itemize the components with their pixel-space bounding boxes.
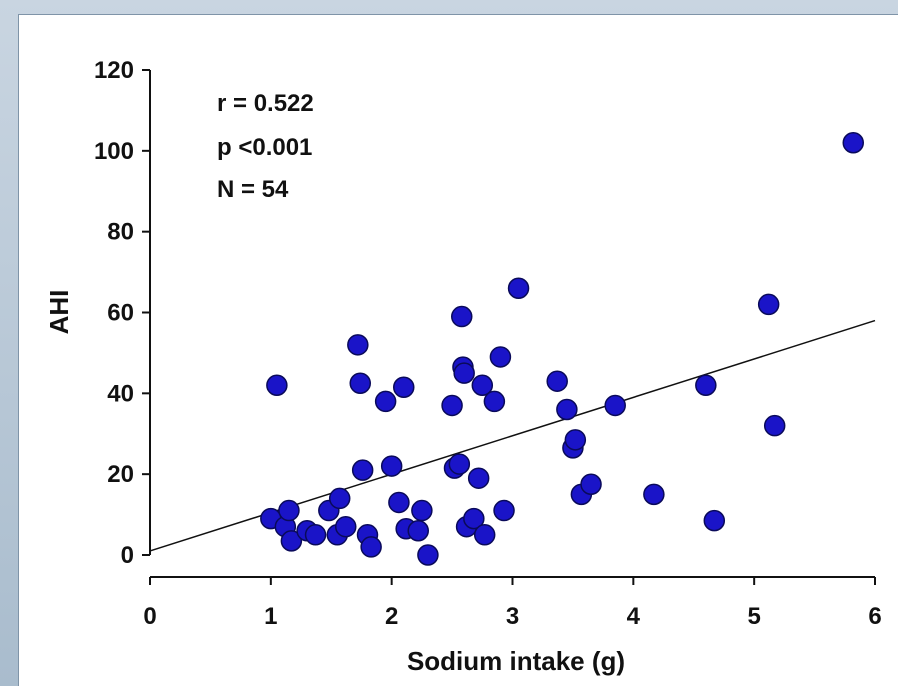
x-axis-title: Sodium intake (g)	[407, 646, 625, 676]
data-point	[556, 398, 578, 421]
data-point	[451, 305, 473, 328]
data-point	[703, 509, 726, 532]
y-axis-title: AHI	[44, 290, 74, 335]
x-tick-label: 0	[143, 603, 156, 630]
stat-p: p <0.001	[217, 134, 312, 161]
y-tick-label: 80	[107, 219, 134, 246]
data-point	[471, 374, 494, 396]
y-tick-label: 100	[94, 138, 134, 165]
data-point	[467, 467, 490, 489]
data-point	[453, 362, 475, 384]
data-point	[278, 499, 300, 522]
data-point	[360, 536, 382, 558]
data-point	[463, 507, 485, 530]
y-tick-label: 40	[107, 380, 134, 407]
x-tick-label: 1	[264, 603, 277, 630]
data-point	[695, 374, 717, 396]
data-point	[604, 394, 626, 417]
data-point	[351, 459, 374, 481]
stat-r: r = 0.522	[217, 90, 314, 117]
data-point	[483, 390, 506, 413]
x-tick-label: 5	[747, 603, 760, 630]
y-tick-label: 0	[121, 542, 134, 569]
data-point	[493, 499, 515, 522]
data-point	[564, 429, 587, 451]
data-point	[473, 524, 496, 546]
data-point	[489, 346, 512, 368]
x-tick-label: 3	[506, 603, 519, 630]
data-point	[347, 334, 369, 356]
data-point	[380, 455, 403, 477]
data-point	[763, 414, 786, 437]
data-point	[304, 524, 327, 546]
data-point	[580, 473, 602, 496]
x-tick-label: 4	[627, 603, 641, 630]
data-point	[266, 374, 288, 396]
data-point	[328, 487, 351, 510]
stats-annotation: r = 0.522 p <0.001 N = 54	[217, 90, 314, 203]
data-point	[407, 520, 429, 542]
x-tick-label: 6	[868, 603, 881, 630]
data-point	[417, 544, 439, 566]
y-tick-label: 60	[107, 300, 134, 327]
data-point	[441, 394, 463, 417]
data-point	[335, 515, 357, 538]
data-point	[280, 530, 303, 552]
data-point	[393, 376, 415, 399]
data-point	[546, 370, 568, 392]
data-point	[507, 277, 530, 299]
data-point	[448, 453, 471, 475]
data-point	[842, 132, 864, 154]
data-point	[374, 390, 397, 413]
x-tick-label: 2	[385, 603, 398, 630]
stat-n: N = 54	[217, 176, 289, 203]
data-point	[643, 483, 665, 506]
y-tick-label: 120	[94, 57, 134, 84]
data-point	[411, 499, 433, 522]
data-point	[388, 491, 410, 514]
y-tick-label: 20	[107, 461, 134, 488]
data-point	[757, 293, 780, 316]
data-point	[349, 372, 371, 394]
chart-panel	[18, 14, 898, 686]
